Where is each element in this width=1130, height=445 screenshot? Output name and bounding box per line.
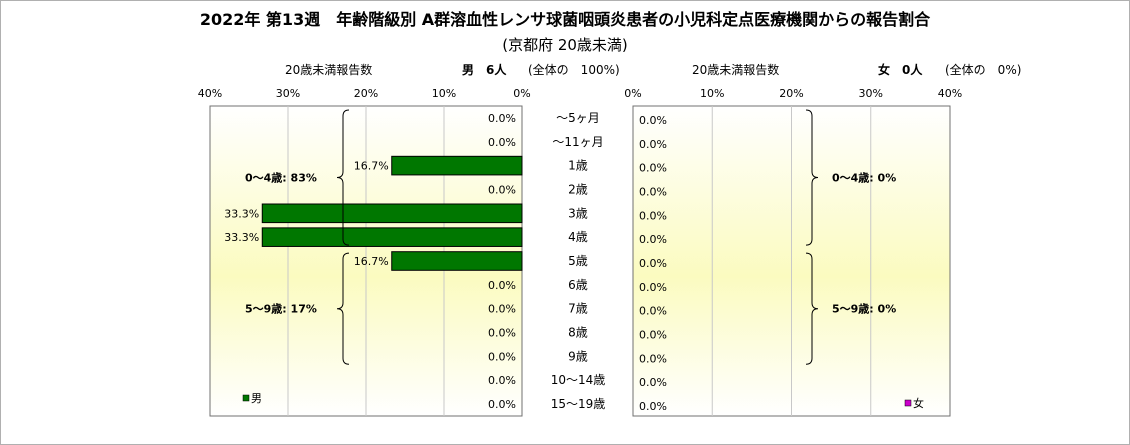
right-total: 女 0人 xyxy=(878,63,923,77)
left-x-tick-label: 20% xyxy=(354,87,378,100)
male-bar xyxy=(391,251,523,271)
age-category-label: 9歳 xyxy=(568,349,588,363)
right-count-label: 20歳未満報告数 xyxy=(692,63,780,77)
right-x-tick-label: 30% xyxy=(859,87,883,100)
legend-swatch-female xyxy=(904,399,912,407)
left-age-group-label: 5～9歳: 17% xyxy=(245,302,317,316)
legend-swatch-male xyxy=(242,394,250,402)
male-value-label: 0.0% xyxy=(488,327,516,340)
right-age-group-brace xyxy=(805,252,819,365)
female-value-label: 0.0% xyxy=(639,185,667,198)
age-category-label: 1歳 xyxy=(568,159,588,173)
female-value-label: 0.0% xyxy=(639,376,667,389)
female-value-label: 0.0% xyxy=(639,352,667,365)
left-age-group-label: 0～4歳: 83% xyxy=(245,171,317,185)
male-value-label: 0.0% xyxy=(488,398,516,411)
right-x-tick-label: 0% xyxy=(624,87,641,100)
female-value-label: 0.0% xyxy=(639,257,667,270)
right-age-group-label: 5～9歳: 0% xyxy=(832,302,896,316)
right-age-group-brace xyxy=(805,109,819,246)
left-x-tick-label: 30% xyxy=(276,87,300,100)
male-value-label: 0.0% xyxy=(488,350,516,363)
age-category-label: 2歳 xyxy=(568,182,588,196)
left-age-group-brace xyxy=(336,109,350,246)
legend-label-female: 女 xyxy=(913,396,924,410)
left-x-tick-label: 40% xyxy=(198,87,222,100)
age-category-label: 6歳 xyxy=(568,278,588,292)
age-category-label: ～11ヶ月 xyxy=(552,135,603,149)
female-value-label: 0.0% xyxy=(639,400,667,413)
male-value-label: 0.0% xyxy=(488,303,516,316)
male-value-label: 0.0% xyxy=(488,136,516,149)
left-x-tick-label: 10% xyxy=(432,87,456,100)
age-category-label: 5歳 xyxy=(568,254,588,268)
left-age-group-brace xyxy=(336,252,350,365)
male-value-label: 33.3% xyxy=(224,231,259,244)
age-category-label: 3歳 xyxy=(568,206,588,220)
female-value-label: 0.0% xyxy=(639,114,667,127)
female-value-label: 0.0% xyxy=(639,162,667,175)
age-category-label: 10～14歳 xyxy=(551,373,606,387)
right-share: (全体の 0%) xyxy=(945,63,1022,77)
male-bar xyxy=(391,155,523,176)
male-value-label: 33.3% xyxy=(224,207,259,220)
female-value-label: 0.0% xyxy=(639,305,667,318)
female-value-label: 0.0% xyxy=(639,233,667,246)
chart-subtitle: (京都府 20歳未満) xyxy=(502,36,628,54)
female-value-label: 0.0% xyxy=(639,138,667,151)
left-share: (全体の 100%) xyxy=(528,63,620,77)
right-x-tick-label: 40% xyxy=(938,87,962,100)
male-value-label: 0.0% xyxy=(488,112,516,125)
male-value-label: 0.0% xyxy=(488,279,516,292)
male-value-label: 0.0% xyxy=(488,374,516,387)
female-value-label: 0.0% xyxy=(639,209,667,222)
male-value-label: 0.0% xyxy=(488,183,516,196)
male-value-label: 16.7% xyxy=(354,160,389,173)
age-category-label: 8歳 xyxy=(568,326,588,340)
chart-title: 2022年 第13週 年齢階級別 A群溶血性レンサ球菌咽頭炎患者の小児科定点医療… xyxy=(199,10,931,29)
left-total: 男 6人 xyxy=(462,63,507,77)
age-category-label: 7歳 xyxy=(568,302,588,316)
female-value-label: 0.0% xyxy=(639,281,667,294)
age-category-label: 15～19歳 xyxy=(551,397,606,411)
male-bar xyxy=(261,227,523,247)
left-count-label: 20歳未満報告数 xyxy=(285,63,373,77)
right-x-tick-label: 10% xyxy=(700,87,724,100)
right-x-tick-label: 20% xyxy=(779,87,803,100)
male-value-label: 16.7% xyxy=(354,255,389,268)
male-bar xyxy=(261,203,523,224)
left-x-tick-label: 0% xyxy=(513,87,530,100)
age-category-label: ～5ヶ月 xyxy=(556,111,600,125)
age-category-label: 4歳 xyxy=(568,230,588,244)
right-age-group-label: 0～4歳: 0% xyxy=(832,171,896,185)
legend-label-male: 男 xyxy=(251,392,262,405)
female-value-label: 0.0% xyxy=(639,329,667,342)
